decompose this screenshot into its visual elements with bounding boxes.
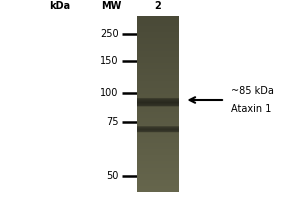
Text: 250: 250 <box>100 29 118 39</box>
Text: 2: 2 <box>154 1 161 11</box>
Text: Ataxin 1: Ataxin 1 <box>231 104 272 114</box>
Text: 75: 75 <box>106 117 118 127</box>
Text: kDa: kDa <box>50 1 70 11</box>
Text: 100: 100 <box>100 88 118 98</box>
Text: 50: 50 <box>106 171 118 181</box>
Text: 150: 150 <box>100 56 118 66</box>
Text: ~85 kDa: ~85 kDa <box>231 86 274 96</box>
Text: MW: MW <box>101 1 121 11</box>
